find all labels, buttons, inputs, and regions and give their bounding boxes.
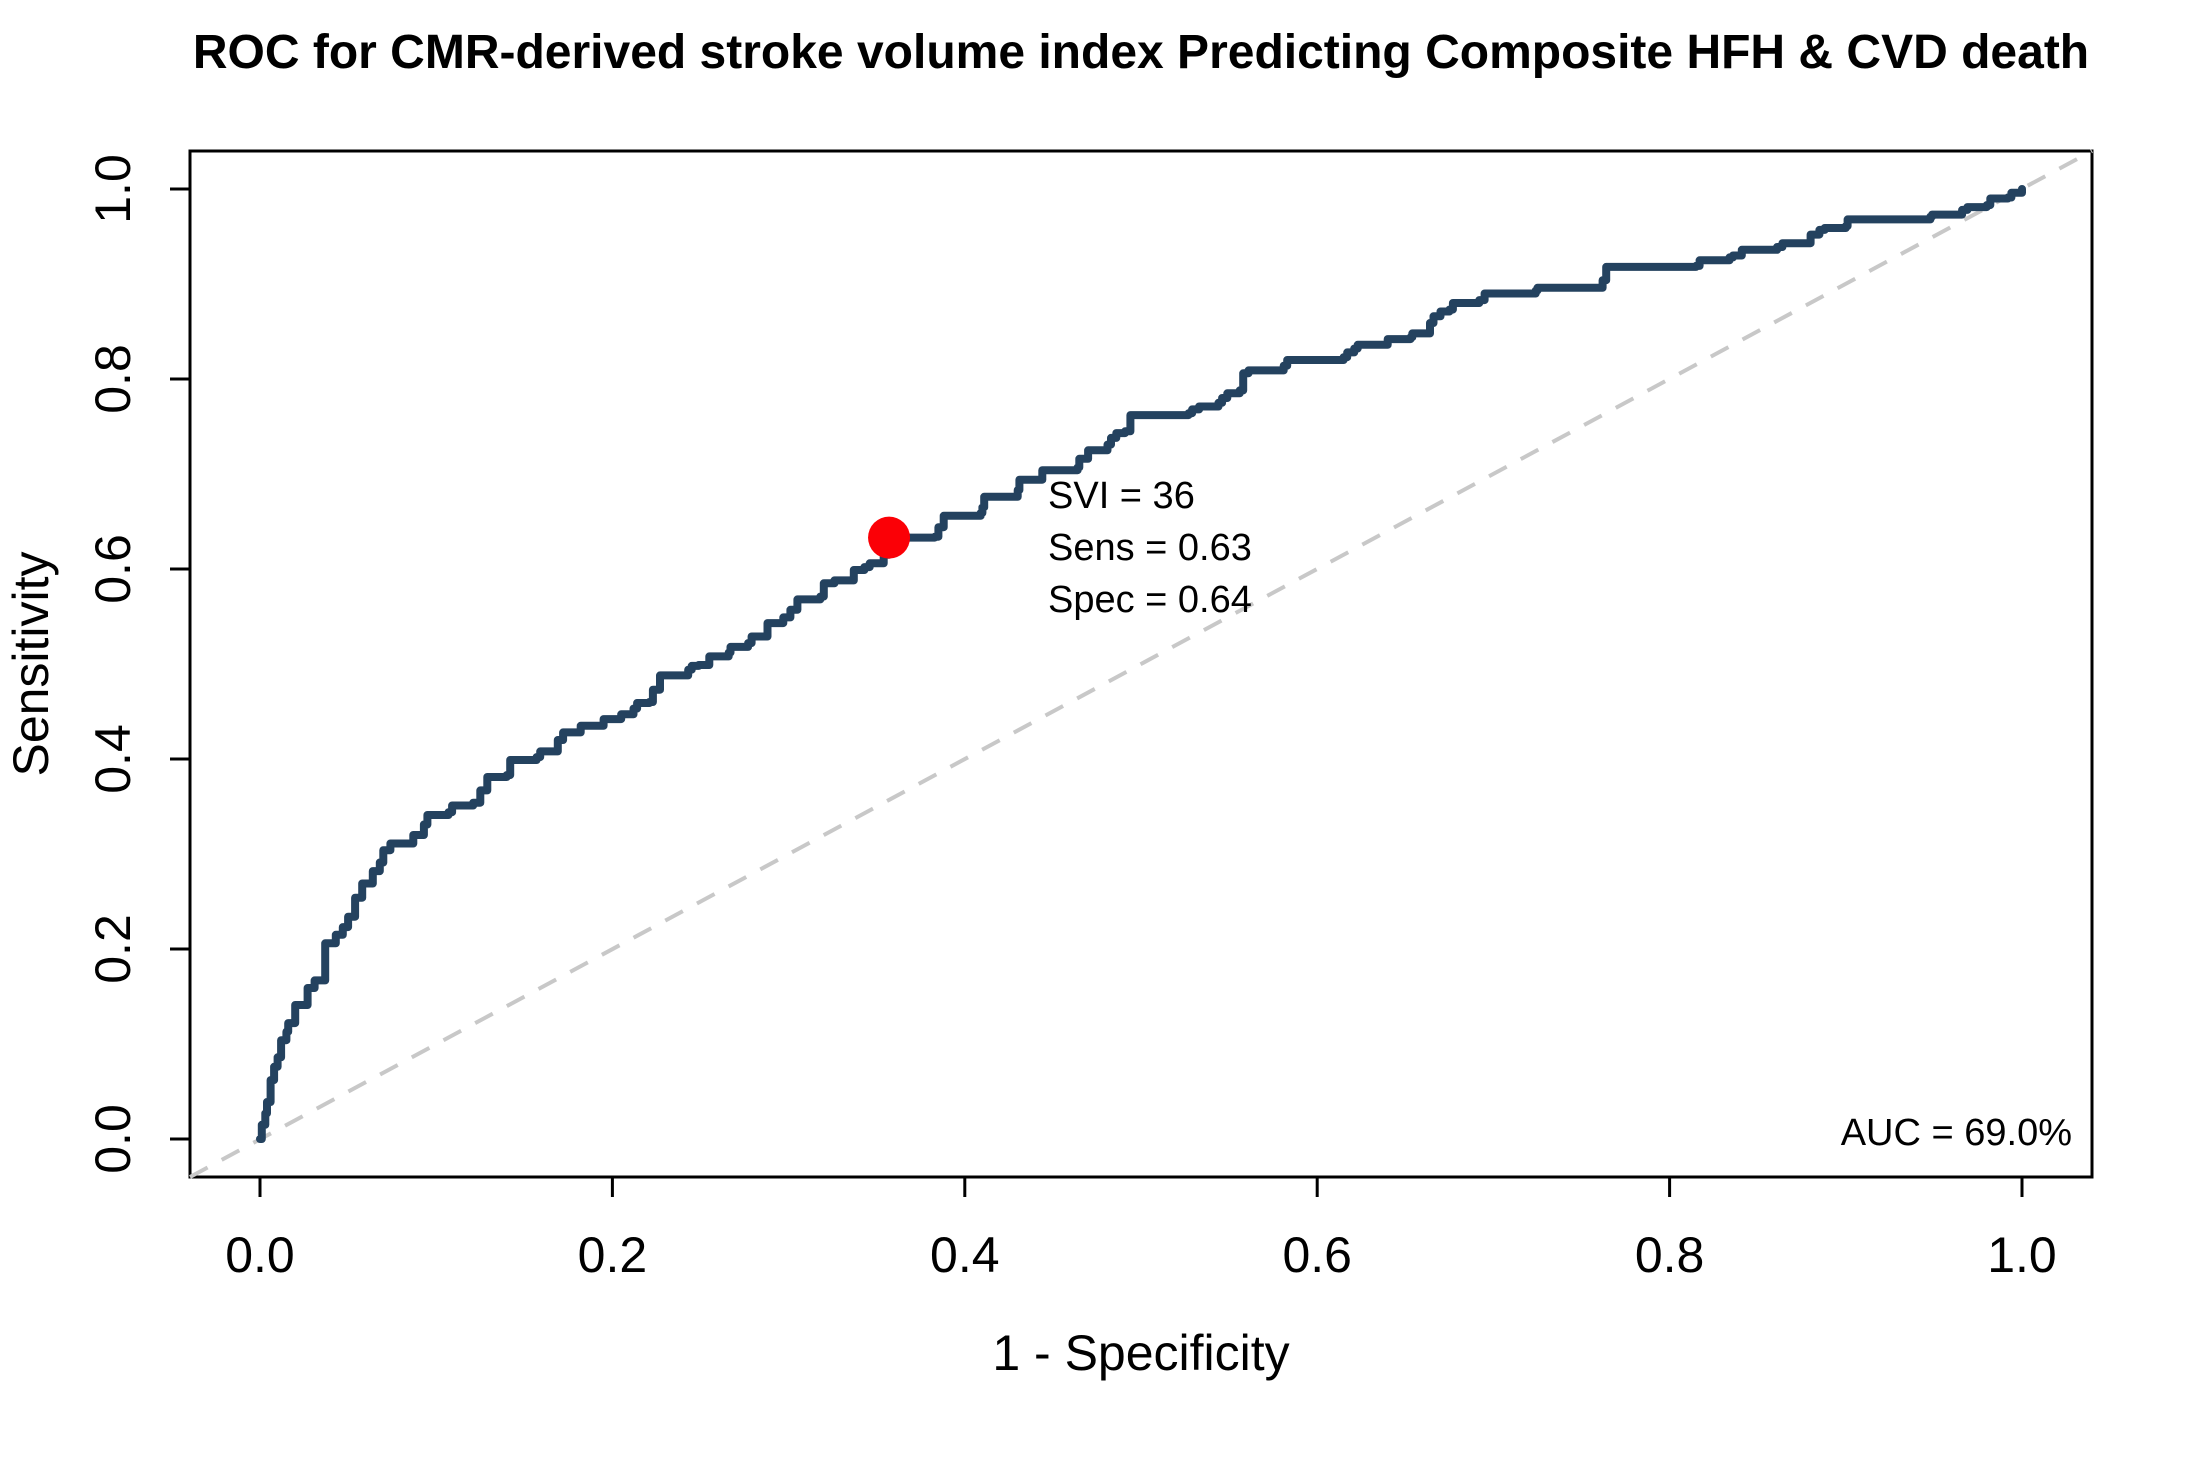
y-axis-ticks: 0.0 0.2 0.4 0.6 0.8 1.0 bbox=[85, 154, 190, 1174]
x-tick-label: 1.0 bbox=[1987, 1227, 2057, 1283]
x-tick-label: 0.8 bbox=[1635, 1227, 1705, 1283]
y-tick-label: 1.0 bbox=[85, 154, 141, 224]
cutoff-point-marker bbox=[868, 516, 911, 559]
cutoff-annotation-spec: Spec = 0.64 bbox=[1048, 579, 1252, 621]
x-tick-label: 0.6 bbox=[1282, 1227, 1352, 1283]
y-tick-label: 0.4 bbox=[85, 724, 141, 794]
x-tick-label: 0.2 bbox=[578, 1227, 648, 1283]
cutoff-annotation: SVI = 36 Sens = 0.63 Spec = 0.64 bbox=[1048, 475, 1252, 621]
x-tick-label: 0.0 bbox=[225, 1227, 295, 1283]
y-axis-label: Sensitivity bbox=[3, 551, 59, 776]
plot-area bbox=[189, 149, 2093, 1179]
y-tick-label: 0.8 bbox=[85, 344, 141, 414]
x-axis-label: 1 - Specificity bbox=[992, 1325, 1289, 1381]
x-axis-ticks: 0.0 0.2 0.4 0.6 0.8 1.0 bbox=[225, 1177, 2057, 1283]
y-tick-label: 0.2 bbox=[85, 914, 141, 984]
cutoff-annotation-svi: SVI = 36 bbox=[1048, 475, 1195, 517]
chart-title: ROC for CMR-derived stroke volume index … bbox=[193, 26, 2089, 79]
y-tick-label: 0.6 bbox=[85, 534, 141, 604]
roc-curve bbox=[256, 185, 2026, 1143]
y-tick-label: 0.0 bbox=[85, 1104, 141, 1174]
x-tick-label: 0.4 bbox=[930, 1227, 1000, 1283]
plot-box bbox=[188, 149, 2094, 1179]
diagonal-reference-line bbox=[189, 149, 2093, 1179]
cutoff-annotation-sens: Sens = 0.63 bbox=[1048, 527, 1252, 569]
auc-label: AUC = 69.0% bbox=[1841, 1112, 2072, 1154]
